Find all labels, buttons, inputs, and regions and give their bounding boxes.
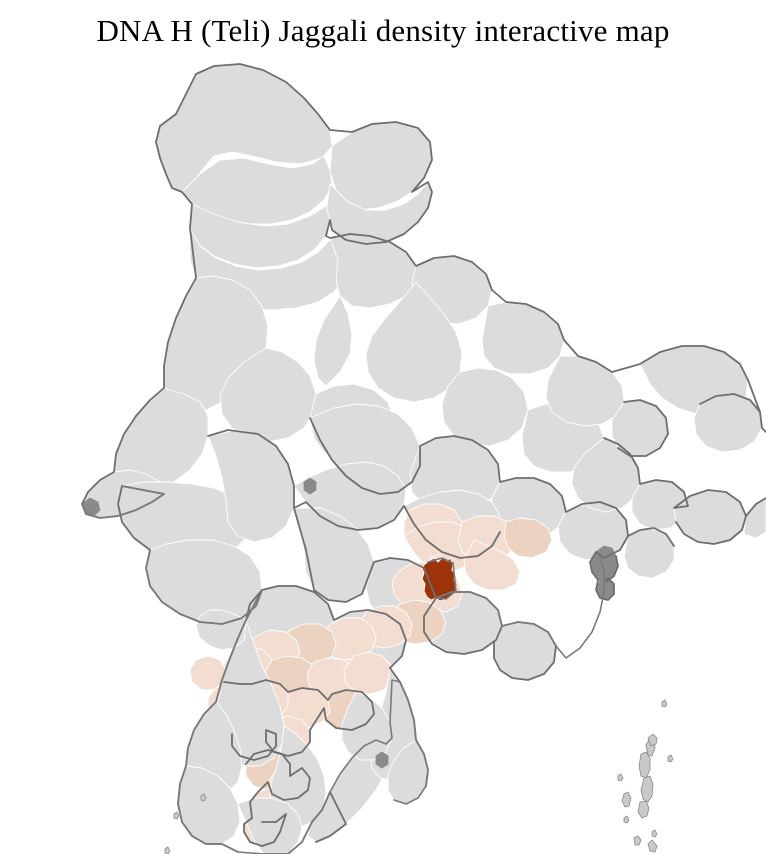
island-shape[interactable] <box>200 793 207 802</box>
island-shape[interactable] <box>638 751 651 779</box>
island-shape[interactable] <box>621 791 632 808</box>
state-border-line <box>675 515 747 545</box>
district-region[interactable] <box>545 355 625 427</box>
district-region[interactable] <box>237 797 303 854</box>
district-region[interactable] <box>195 609 247 651</box>
district-region[interactable] <box>503 517 553 559</box>
island-shape[interactable] <box>623 815 630 824</box>
island-shape[interactable] <box>647 733 658 747</box>
island-shape[interactable] <box>617 773 624 782</box>
coastline <box>435 556 605 659</box>
coastline <box>145 549 429 854</box>
state-border-line <box>699 393 761 413</box>
coastline <box>427 557 457 600</box>
andaman-nicobar-islands[interactable] <box>617 699 674 853</box>
district-region[interactable] <box>313 295 353 387</box>
state-border-line <box>243 749 311 847</box>
island-shape[interactable] <box>661 699 668 708</box>
island-shape[interactable] <box>173 811 180 820</box>
state-border-line <box>293 501 501 559</box>
state-border-line <box>175 63 766 433</box>
coastline <box>81 485 165 519</box>
district-region[interactable] <box>145 539 263 625</box>
island-shape[interactable] <box>164 846 171 854</box>
district-region[interactable] <box>441 367 529 447</box>
district-region[interactable] <box>375 751 389 769</box>
state-border-line <box>589 535 629 601</box>
island-shape[interactable] <box>640 775 654 803</box>
state-border-line <box>603 437 766 517</box>
state-border-line <box>617 399 669 457</box>
district-region[interactable] <box>343 651 393 695</box>
island-shape[interactable] <box>651 829 658 838</box>
map-svg[interactable] <box>0 52 766 854</box>
district-region[interactable] <box>481 301 565 375</box>
district-region[interactable] <box>365 281 463 403</box>
lakshadweep-islands[interactable] <box>164 793 207 854</box>
state-border-line <box>309 417 675 547</box>
state-border-line <box>223 679 375 761</box>
page-title: DNA H (Teli) Jaggali density interactive… <box>96 13 670 48</box>
island-shape[interactable] <box>647 839 658 853</box>
district-region[interactable] <box>341 691 393 761</box>
district-region[interactable] <box>219 347 317 443</box>
island-shape[interactable] <box>637 800 650 819</box>
island-shape[interactable] <box>633 835 642 846</box>
map-layer-districts <box>81 63 766 854</box>
district-region[interactable] <box>189 655 227 691</box>
state-border-line <box>245 589 263 621</box>
district-region[interactable] <box>463 539 521 591</box>
district-region[interactable] <box>329 233 417 309</box>
state-border-line <box>493 641 557 681</box>
map-layer-coastline <box>81 485 605 854</box>
state-border-line <box>423 597 503 655</box>
island-shape[interactable] <box>667 754 674 763</box>
india-choropleth-map[interactable] <box>0 52 766 854</box>
district-region[interactable] <box>303 477 317 495</box>
